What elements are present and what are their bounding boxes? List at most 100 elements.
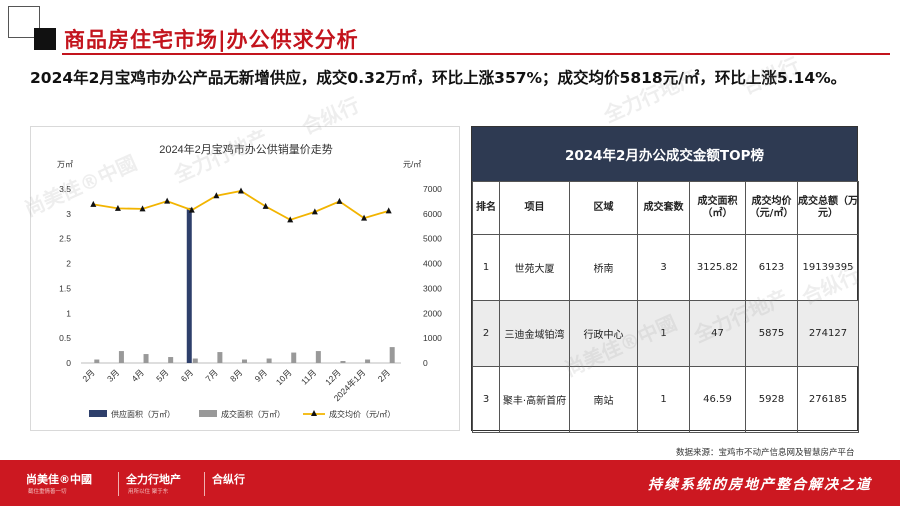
left-tick-label: 1: [66, 308, 71, 318]
legend-deal-swatch: [199, 410, 217, 417]
right-tick-label: 1000: [423, 333, 442, 343]
footer-brand-shangmeijia: 尚美佳®中國: [26, 473, 92, 486]
right-tick-label: 4000: [423, 259, 442, 269]
bar-deal: [118, 351, 124, 363]
cell-zone: 行政中心: [569, 300, 638, 367]
left-tick-label: 2: [66, 259, 71, 269]
cell-zone: 南站: [569, 366, 638, 433]
x-tick-label: 4月: [130, 367, 146, 383]
data-source-note: 数据来源：宝鸡市不动产信息网及智慧房产平台: [676, 448, 855, 458]
cell-project: 世苑大厦: [499, 234, 570, 301]
bar-deal: [192, 358, 198, 363]
table-row: 2 三迪金域铂湾 行政中心 1 47 5875 274127: [472, 300, 859, 367]
price-point-marker: [385, 207, 392, 214]
x-tick-label: 9月: [253, 367, 269, 383]
right-tick-label: 7000: [423, 184, 442, 194]
left-tick-label: 1.5: [59, 283, 71, 293]
cell-rank: 1: [472, 234, 500, 301]
left-tick-label: 2.5: [59, 234, 71, 244]
x-tick-label: 3月: [105, 367, 121, 383]
bar-deal: [266, 358, 272, 363]
price-point-marker: [114, 204, 121, 211]
footer-brand-hezongxing: 合纵行: [212, 473, 245, 486]
left-tick-label: 3: [66, 209, 71, 219]
bar-deal: [291, 352, 297, 363]
page-title: 商品房住宅市场|办公供求分析: [64, 28, 359, 52]
footer-brand-quanlixing: 全力行地产: [126, 473, 181, 486]
x-tick-label: 10月: [274, 367, 294, 387]
x-tick-label: 5月: [154, 367, 170, 383]
left-tick-label: 0: [66, 358, 71, 368]
top-deals-table: 排名 项目 区域 成交套数 成交面积（㎡） 成交均价（元/㎡） 成交总额（万元）…: [472, 181, 859, 433]
footer-brand-shangmeijia-sub: 截住重情善一切: [28, 489, 67, 495]
cell-project: 三迪金域铂湾: [499, 300, 570, 367]
bar-deal: [242, 359, 247, 363]
cell-deal-area: 47: [689, 300, 746, 367]
table-row: 3 聚丰·高新首府 南站 1 46.59 5928 276185: [472, 366, 859, 433]
cell-total: 276185: [797, 366, 859, 433]
footer-brand-quanlixing-sub: 用所以住 聚于东: [128, 489, 169, 495]
header-outline-square: [8, 6, 40, 38]
legend-deal-label: 成交面积（万㎡）: [221, 409, 285, 419]
left-tick-label: 0.5: [59, 333, 71, 343]
top-table-panel: 2024年2月办公成交金额TOP榜 排名 项目 区域 成交套数 成交面积（㎡） …: [471, 126, 859, 433]
col-header-total: 成交总额（万元）: [797, 181, 859, 235]
price-point-marker: [164, 197, 171, 204]
cell-avg-price: 5875: [745, 300, 798, 367]
right-axis-unit: 元/㎡: [403, 160, 421, 169]
bar-deal: [389, 347, 395, 363]
col-header-area-zone: 区域: [569, 181, 638, 235]
cell-units: 3: [637, 234, 690, 301]
footer-divider: [118, 472, 119, 496]
x-tick-label: 7月: [203, 367, 219, 383]
cell-avg-price: 5928: [745, 366, 798, 433]
price-point-marker: [188, 206, 195, 213]
price-point-marker: [336, 197, 343, 204]
footer-divider: [204, 472, 205, 496]
cell-rank: 2: [472, 300, 500, 367]
cell-deal-area: 3125.82: [689, 234, 746, 301]
right-tick-label: 6000: [423, 209, 442, 219]
cell-total: 274127: [797, 300, 859, 367]
legend-price-marker: [311, 410, 317, 416]
cell-avg-price: 6123: [745, 234, 798, 301]
x-tick-label: 6月: [179, 367, 195, 383]
cell-zone: 桥南: [569, 234, 638, 301]
price-point-marker: [213, 192, 220, 199]
x-tick-label: 2月: [80, 367, 96, 383]
right-tick-label: 3000: [423, 283, 442, 293]
bar-deal: [94, 359, 100, 363]
header-solid-square: [34, 28, 56, 50]
headline-summary: 2024年2月宝鸡市办公产品无新增供应，成交0.32万㎡，环比上涨357%；成交…: [30, 69, 847, 87]
table-header-row: 排名 项目 区域 成交套数 成交面积（㎡） 成交均价（元/㎡） 成交总额（万元）: [472, 181, 859, 235]
table-row: 1 世苑大厦 桥南 3 3125.82 6123 19139395: [472, 234, 859, 301]
col-header-deal-area: 成交面积（㎡）: [689, 181, 746, 235]
col-header-units: 成交套数: [637, 181, 690, 235]
bar-deal: [365, 359, 371, 363]
cell-project: 聚丰·高新首府: [499, 366, 570, 433]
cell-deal-area: 46.59: [689, 366, 746, 433]
col-header-rank: 排名: [472, 181, 500, 235]
footer-slogan: 持续系统的房地产整合解决之道: [648, 477, 872, 493]
price-point-marker: [287, 216, 294, 223]
col-header-avg-price: 成交均价（元/㎡）: [745, 181, 798, 235]
cell-rank: 3: [472, 366, 500, 433]
legend-supply-label: 供应面积（万㎡）: [111, 409, 175, 419]
bar-deal: [168, 357, 174, 363]
bar-deal: [315, 351, 321, 363]
bar-deal: [143, 354, 149, 363]
col-header-project: 项目: [499, 181, 570, 235]
table-title: 2024年2月办公成交金额TOP榜: [472, 127, 857, 181]
x-tick-label: 2月: [376, 367, 392, 383]
x-tick-label: 8月: [228, 367, 244, 383]
price-point-marker: [311, 208, 318, 215]
chart-title: 2024年2月宝鸡市办公供销量价走势: [159, 142, 333, 156]
cell-units: 1: [637, 366, 690, 433]
left-tick-label: 3.5: [59, 184, 71, 194]
cell-units: 1: [637, 300, 690, 367]
cell-total: 19139395: [797, 234, 859, 301]
price-line: [93, 190, 389, 221]
price-point-marker: [262, 202, 269, 209]
legend-supply-swatch: [89, 410, 107, 417]
